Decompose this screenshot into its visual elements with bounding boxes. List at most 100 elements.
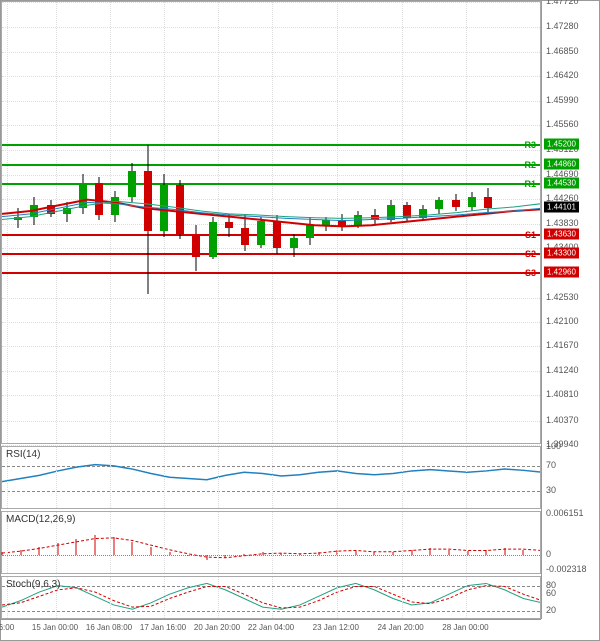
stoch-label: Stoch(9,6,3): [6, 579, 60, 590]
sr-label-s2: S2: [525, 249, 536, 259]
grid-v: [402, 512, 403, 573]
candle[interactable]: [47, 2, 55, 445]
candle[interactable]: [306, 2, 314, 445]
macd-hist-bar: [262, 552, 264, 555]
rsi-panel[interactable]: RSI(14): [1, 446, 541, 509]
macd-hist-bar: [392, 552, 394, 555]
candle[interactable]: [257, 2, 265, 445]
candle[interactable]: [338, 2, 346, 445]
candle[interactable]: [452, 2, 460, 445]
grid-v: [337, 512, 338, 573]
rsi-ytick: 100: [546, 441, 561, 451]
x-tick: 17 Jan 16:00: [140, 623, 186, 632]
x-tick: 24 Jan 20:00: [377, 623, 423, 632]
y-tick: 1.40370: [546, 415, 579, 425]
candle[interactable]: [209, 2, 217, 445]
macd-hist-bar: [75, 539, 77, 556]
grid-v: [272, 447, 273, 508]
stoch-band: [2, 586, 540, 587]
y-tick: 1.40810: [546, 389, 579, 399]
y-tick: 1.45990: [546, 95, 579, 105]
y-tick: 1.46420: [546, 70, 579, 80]
macd-hist-bar: [355, 551, 357, 555]
sr-value-s2: 1.43300: [544, 247, 579, 258]
x-tick: 23 Jan 12:00: [313, 623, 359, 632]
grid-v: [337, 447, 338, 508]
candle[interactable]: [468, 2, 476, 445]
grid-v: [218, 2, 219, 443]
grid-v: [466, 512, 467, 573]
macd-hist-bar: [187, 555, 189, 556]
rsi-line: [2, 447, 540, 508]
stoch-panel[interactable]: Stoch(9,6,3): [1, 576, 541, 619]
macd-hist-bar: [94, 535, 96, 555]
candle[interactable]: [14, 2, 22, 445]
candle[interactable]: [387, 2, 395, 445]
candle[interactable]: [128, 2, 136, 445]
candle[interactable]: [403, 2, 411, 445]
macd-hist-bar: [522, 550, 524, 555]
candle[interactable]: [144, 2, 152, 445]
candle[interactable]: [290, 2, 298, 445]
rsi-band: [2, 491, 540, 492]
macd-hist-bar: [373, 552, 375, 555]
macd-hist-bar: [429, 548, 431, 555]
candle[interactable]: [95, 2, 103, 445]
candle[interactable]: [273, 2, 281, 445]
x-tick: 20 Jan 20:00: [194, 623, 240, 632]
candle[interactable]: [160, 2, 168, 445]
candle[interactable]: [419, 2, 427, 445]
macd-hist-bar: [57, 543, 59, 555]
grid-v: [164, 512, 165, 573]
sr-label-s1: S1: [525, 230, 536, 240]
grid-v: [110, 447, 111, 508]
y-tick: 1.42100: [546, 316, 579, 326]
sr-label-r1: R1: [524, 179, 536, 189]
macd-hist-bar: [448, 550, 450, 555]
x-axis: 6:0015 Jan 00:0016 Jan 08:0017 Jan 16:00…: [1, 619, 541, 640]
sr-value-s3: 1.42960: [544, 267, 579, 278]
grid-v: [402, 577, 403, 618]
grid-v: [337, 577, 338, 618]
candle[interactable]: [354, 2, 362, 445]
grid-v: [218, 447, 219, 508]
x-tick: 6:00: [0, 623, 14, 632]
y-tick: 1.47720: [546, 0, 579, 6]
macd-hist-bar: [131, 542, 133, 555]
sr-label-r3: R3: [524, 140, 536, 150]
macd-hist-bar: [1, 552, 3, 555]
candle[interactable]: [241, 2, 249, 445]
y-tick: 1.41670: [546, 340, 579, 350]
candle[interactable]: [192, 2, 200, 445]
rsi-ytick: 70: [546, 460, 556, 470]
candle[interactable]: [322, 2, 330, 445]
macd-panel[interactable]: MACD(12,26,9): [1, 511, 541, 574]
price-panel[interactable]: R3R2R1S1S2S3: [1, 1, 541, 444]
grid-v: [110, 512, 111, 573]
grid-v: [466, 447, 467, 508]
sr-value-r1: 1.44530: [544, 177, 579, 188]
candle[interactable]: [435, 2, 443, 445]
macd-hist-bar: [411, 550, 413, 555]
candle[interactable]: [30, 2, 38, 445]
grid-v: [164, 577, 165, 618]
grid-v: [7, 2, 8, 443]
current-price-tag: 1.44101: [544, 202, 579, 213]
candle[interactable]: [176, 2, 184, 445]
candle[interactable]: [111, 2, 119, 445]
grid-v: [272, 577, 273, 618]
macd-hist-bar: [299, 554, 301, 555]
candle[interactable]: [79, 2, 87, 445]
candle[interactable]: [484, 2, 492, 445]
rsi-label: RSI(14): [6, 449, 40, 460]
candle[interactable]: [371, 2, 379, 445]
candle[interactable]: [63, 2, 71, 445]
macd-hist-bar: [224, 555, 226, 558]
sr-value-r3: 1.45200: [544, 139, 579, 150]
macd-hist-bar: [169, 552, 171, 555]
candle[interactable]: [225, 2, 233, 445]
macd-hist-bar: [504, 548, 506, 555]
macd-zero-line: [2, 555, 540, 556]
sr-label-r2: R2: [524, 160, 536, 170]
stoch-band: [2, 611, 540, 612]
